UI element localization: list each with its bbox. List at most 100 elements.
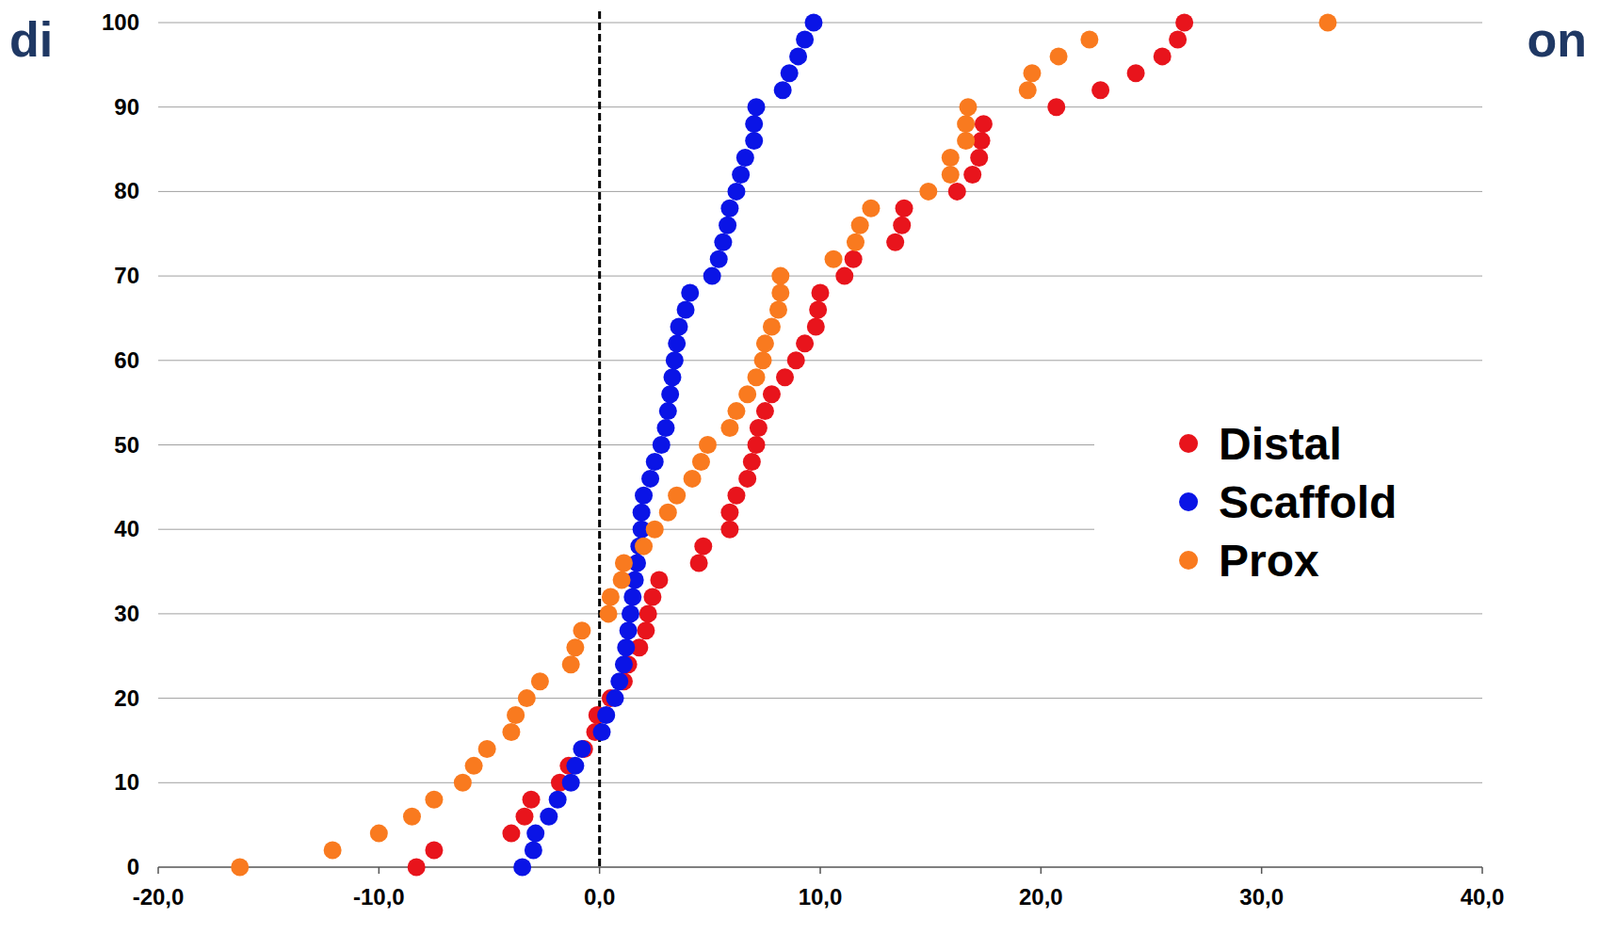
point	[919, 182, 938, 201]
legend-marker	[1179, 434, 1198, 453]
grid-line	[158, 106, 1483, 108]
point	[323, 841, 342, 860]
point	[513, 858, 532, 877]
title-fragment: di	[9, 12, 53, 67]
point	[619, 621, 638, 640]
point	[1175, 14, 1194, 33]
x-tick-label: 30,0	[1239, 884, 1284, 910]
legend-background	[1094, 405, 1483, 598]
legend-marker	[1179, 550, 1198, 570]
point	[727, 486, 745, 505]
point	[593, 723, 612, 742]
point	[649, 571, 668, 590]
point	[895, 199, 914, 218]
point	[403, 808, 421, 826]
point	[762, 385, 781, 404]
point	[703, 267, 722, 286]
point	[756, 334, 775, 353]
grid-line	[158, 275, 1483, 277]
point	[613, 571, 631, 590]
point	[886, 233, 905, 252]
point	[572, 621, 591, 640]
x-tick-label: 40,0	[1460, 884, 1505, 910]
point	[698, 436, 717, 454]
point	[743, 452, 761, 471]
point	[562, 774, 581, 792]
point	[969, 148, 988, 167]
point	[1080, 30, 1099, 49]
point	[1091, 80, 1110, 99]
point	[738, 469, 757, 488]
x-tick-label: 10,0	[798, 884, 843, 910]
point	[465, 757, 484, 776]
point	[795, 334, 814, 353]
point	[606, 689, 625, 708]
point	[623, 587, 642, 606]
point	[713, 233, 732, 252]
point	[610, 672, 629, 691]
point	[646, 520, 664, 539]
x-tick	[819, 867, 822, 874]
y-tick-label: 60	[113, 347, 140, 373]
point	[614, 655, 633, 674]
point	[531, 672, 550, 691]
point	[565, 757, 584, 776]
point	[727, 182, 745, 201]
y-tick-label: 50	[113, 432, 140, 458]
point	[641, 469, 660, 488]
point	[407, 858, 426, 877]
point	[811, 284, 830, 303]
point	[771, 267, 790, 286]
y-tick-label: 20	[113, 685, 140, 712]
point	[736, 148, 755, 167]
point	[453, 774, 472, 792]
point	[720, 503, 739, 522]
point	[680, 284, 699, 303]
point	[846, 233, 865, 252]
point	[661, 385, 679, 404]
legend: DistalScaffoldProx	[1179, 419, 1397, 586]
point	[762, 317, 781, 336]
point	[665, 351, 684, 370]
point	[424, 841, 443, 860]
point	[775, 368, 794, 387]
legend-label: Scaffold	[1218, 477, 1397, 528]
x-tick	[378, 867, 381, 874]
y-tick-label: 70	[113, 262, 140, 289]
point	[667, 334, 686, 353]
x-tick	[1040, 867, 1043, 874]
point	[948, 182, 967, 201]
point	[694, 537, 712, 556]
grid-line	[158, 613, 1483, 615]
point	[795, 30, 814, 49]
point	[861, 199, 880, 218]
point	[972, 131, 991, 150]
point	[727, 402, 745, 421]
point	[616, 638, 635, 657]
x-tick-label: -20,0	[132, 884, 185, 910]
point	[646, 452, 664, 471]
point	[807, 317, 825, 336]
point	[643, 587, 662, 606]
series	[407, 14, 1194, 877]
point	[539, 808, 558, 826]
point	[501, 824, 520, 843]
series	[513, 14, 823, 877]
point	[478, 740, 497, 759]
point	[789, 47, 808, 65]
point	[756, 402, 775, 421]
point	[963, 165, 982, 184]
point	[370, 824, 388, 843]
point	[572, 740, 591, 759]
point	[771, 284, 790, 303]
point	[941, 148, 960, 167]
point	[844, 250, 863, 269]
point	[1018, 80, 1037, 99]
y-tick-label: 0	[127, 854, 140, 880]
y-tick-label: 90	[113, 94, 140, 120]
marks	[230, 14, 1337, 877]
point	[662, 368, 681, 387]
point	[565, 638, 584, 657]
x-tick	[598, 867, 601, 874]
point	[720, 199, 739, 218]
